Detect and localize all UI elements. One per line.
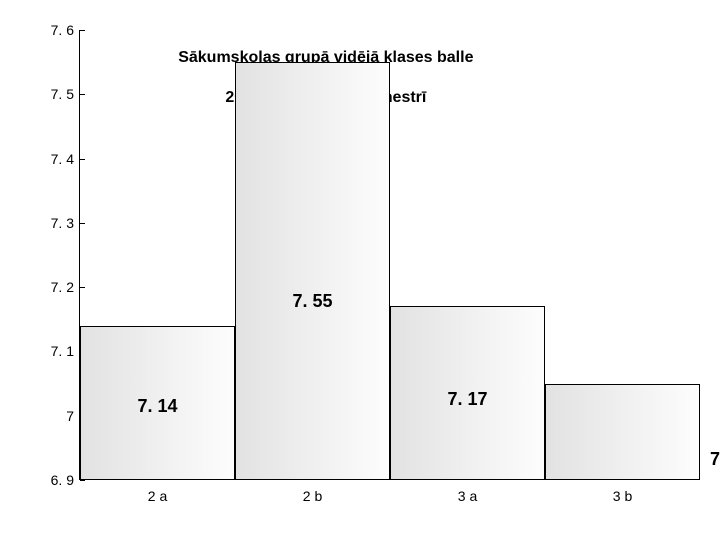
y-tick: 7. 3 <box>51 215 80 231</box>
y-tick: 7. 2 <box>51 279 80 295</box>
bar-value-label: 7. 17 <box>447 389 487 410</box>
bar: 7. 55 <box>235 62 390 480</box>
y-tick: 7. 1 <box>51 343 80 359</box>
x-tick: 2 b <box>303 480 322 504</box>
y-tick: 6. 9 <box>51 472 80 488</box>
bar-value-label: 7. 14 <box>137 396 177 417</box>
bar <box>545 384 700 480</box>
y-tick: 7. 6 <box>51 22 80 38</box>
bar-value-label: 7. 05 <box>710 449 720 470</box>
x-tick: 3 a <box>458 480 477 504</box>
y-tick: 7 <box>66 408 80 424</box>
chart-container: Sākumskolas grupā vidējā klases balle 20… <box>0 0 720 540</box>
x-tick: 2 a <box>148 480 167 504</box>
bar-value-label: 7. 55 <box>292 291 332 312</box>
y-tick: 7. 4 <box>51 151 80 167</box>
x-tick: 3 b <box>613 480 632 504</box>
y-tick: 7. 5 <box>51 86 80 102</box>
bar: 7. 17 <box>390 306 545 480</box>
bar: 7. 14 <box>80 326 235 480</box>
plot-area: Sākumskolas grupā vidējā klases balle 20… <box>80 30 700 480</box>
